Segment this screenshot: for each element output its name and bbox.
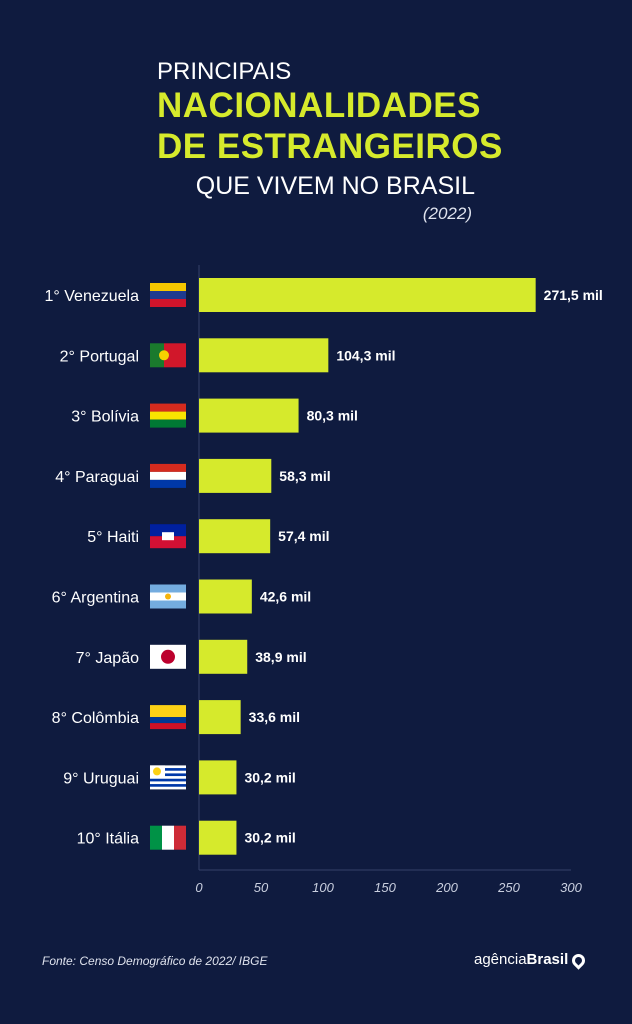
- flag-part: [150, 419, 186, 428]
- flag-part: [150, 705, 186, 718]
- country-label: 5° Haiti: [87, 529, 139, 546]
- flag-part: [164, 343, 186, 368]
- bar-row: 3° Bolívia 80,3 mil: [71, 398, 358, 433]
- flag-part: [162, 532, 174, 541]
- haiti-flag-icon: [150, 524, 186, 549]
- flag-part: [165, 593, 171, 600]
- bar: [199, 639, 248, 674]
- logo-text-bold: Brasil: [526, 951, 569, 968]
- flag-part: [150, 600, 186, 609]
- value-label: 33,6 mil: [249, 709, 300, 725]
- bar-row: 10° Itália 30,2 mil: [77, 820, 296, 855]
- title-line-1: PRINCIPAIS: [157, 58, 292, 85]
- title-line-4: QUE VIVEM NO BRASIL: [195, 172, 475, 200]
- colombia-flag-icon: [150, 705, 186, 730]
- flag-part: [150, 299, 186, 307]
- flag-part: [150, 411, 186, 420]
- value-label: 80,3 mil: [307, 408, 358, 424]
- bar-row: 2° Portugal 104,3 mil: [60, 338, 395, 373]
- flag-part: [150, 773, 186, 777]
- title-year: (2022): [422, 204, 472, 223]
- country-label: 7° Japão: [76, 650, 139, 667]
- flag-part: [159, 350, 169, 361]
- x-tick-label: 200: [435, 880, 458, 895]
- flag-part: [150, 403, 186, 412]
- value-label: 57,4 mil: [278, 528, 329, 544]
- country-label: 2° Portugal: [60, 348, 139, 365]
- bar: [199, 700, 241, 735]
- bar-row: 7° Japão 38,9 mil: [76, 639, 307, 674]
- country-label: 6° Argentina: [52, 590, 139, 607]
- bar: [199, 278, 536, 312]
- uruguay-flag-icon: [150, 765, 186, 790]
- x-tick-label: 50: [254, 880, 269, 895]
- value-label: 42,6 mil: [260, 589, 311, 605]
- flag-part: [150, 825, 162, 850]
- flag-part: [150, 524, 186, 537]
- portugal-flag-icon: [150, 343, 186, 368]
- bar-row: 1° Venezuela 271,5 mil: [45, 278, 603, 312]
- country-label: 4° Paraguai: [55, 469, 139, 486]
- flag-part: [150, 479, 186, 488]
- country-label: 3° Bolívia: [71, 409, 139, 426]
- bar: [199, 579, 252, 614]
- bar: [199, 398, 299, 433]
- flag-part: [150, 584, 186, 593]
- value-label: 58,3 mil: [279, 468, 330, 484]
- source-note: Fonte: Censo Demográfico de 2022/ IBGE: [42, 954, 268, 968]
- title-line-3: DE ESTRANGEIROS: [157, 127, 503, 166]
- flag-part: [150, 768, 186, 771]
- italy-flag-icon: [150, 825, 186, 850]
- japan-flag-icon: [150, 644, 186, 669]
- value-label: 271,5 mil: [544, 287, 603, 303]
- flag-part: [150, 471, 186, 480]
- bar: [199, 760, 237, 795]
- flag-part: [174, 825, 186, 850]
- value-label: 30,2 mil: [244, 769, 295, 785]
- bar-row: 8° Colômbia 33,6 mil: [52, 700, 300, 735]
- paraguay-flag-icon: [150, 463, 186, 488]
- bar-row: 4° Paraguai 58,3 mil: [55, 458, 331, 493]
- flag-part: [150, 291, 186, 299]
- title-line-2: NACIONALIDADES: [157, 86, 481, 125]
- value-label: 38,9 mil: [255, 649, 306, 665]
- flag-part: [150, 283, 186, 291]
- flag-part: [150, 784, 186, 787]
- bolivia-flag-icon: [150, 403, 186, 428]
- x-tick-label: 300: [560, 880, 582, 895]
- bar-row: 6° Argentina 42,6 mil: [52, 579, 311, 614]
- agencia-brasil-logo: agênciaBrasil: [474, 951, 589, 970]
- bar-row: 5° Haiti 57,4 mil: [87, 519, 330, 554]
- flag-part: [162, 825, 174, 850]
- value-label: 30,2 mil: [244, 830, 295, 846]
- x-tick-label: 150: [374, 880, 396, 895]
- bar-row: 9° Uruguai 30,2 mil: [63, 760, 296, 795]
- bar: [199, 338, 329, 373]
- country-label: 8° Colômbia: [52, 710, 139, 727]
- x-tick-label: 250: [497, 880, 520, 895]
- flag-part: [150, 343, 164, 368]
- x-tick-label: 100: [312, 880, 334, 895]
- flag-part: [150, 717, 186, 724]
- country-label: 10° Itália: [77, 831, 140, 848]
- logo-text-light: agência: [474, 951, 527, 968]
- flag-part: [150, 463, 186, 472]
- value-label: 104,3 mil: [336, 347, 395, 363]
- logo-pin-icon: [569, 951, 589, 970]
- flag-part: [150, 778, 186, 782]
- flag-part: [153, 767, 161, 776]
- bar: [199, 519, 271, 554]
- flag-part: [150, 723, 186, 730]
- venezuela-flag-icon: [150, 283, 186, 307]
- flag-part: [150, 536, 186, 549]
- bar: [199, 820, 237, 855]
- country-label: 9° Uruguai: [63, 770, 139, 787]
- flag-part: [161, 649, 175, 664]
- argentina-flag-icon: [150, 584, 186, 609]
- bar: [199, 458, 272, 493]
- x-tick-label: 0: [195, 880, 203, 895]
- country-label: 1° Venezuela: [45, 288, 140, 305]
